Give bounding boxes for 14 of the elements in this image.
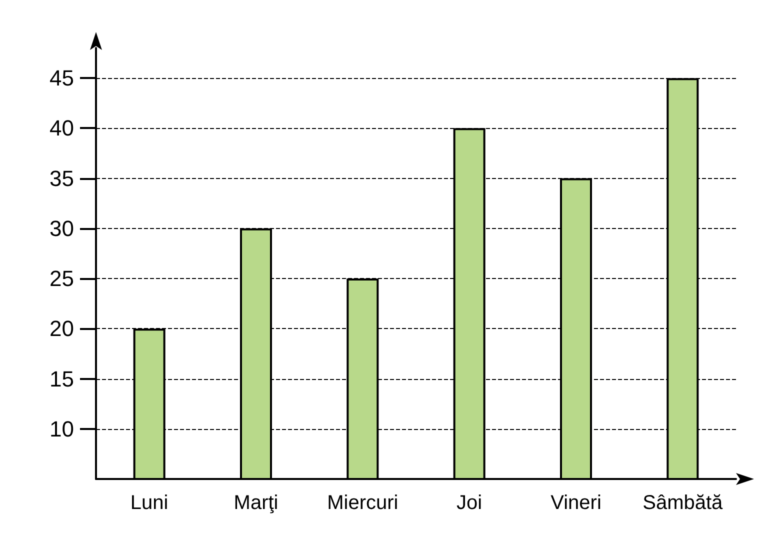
y-tick-label: 35	[50, 166, 74, 191]
y-tick-label: 40	[50, 116, 74, 141]
y-tick-label: 15	[50, 366, 74, 392]
x-tick-label: Vineri	[550, 492, 602, 514]
x-tick-label: Miercuri	[327, 492, 398, 514]
y-tick-label: 30	[50, 216, 74, 241]
x-tick-label: Marţi	[234, 492, 278, 514]
x-tick-label: Joi	[456, 492, 482, 514]
y-tick-label: 45	[50, 66, 74, 91]
y-tick-label: 10	[50, 416, 74, 442]
y-tick-label: 25	[50, 266, 74, 292]
x-tick-label: Sâmbătă	[642, 492, 724, 514]
x-tick-label: Luni	[130, 492, 168, 514]
y-tick-label: 20	[50, 316, 74, 342]
